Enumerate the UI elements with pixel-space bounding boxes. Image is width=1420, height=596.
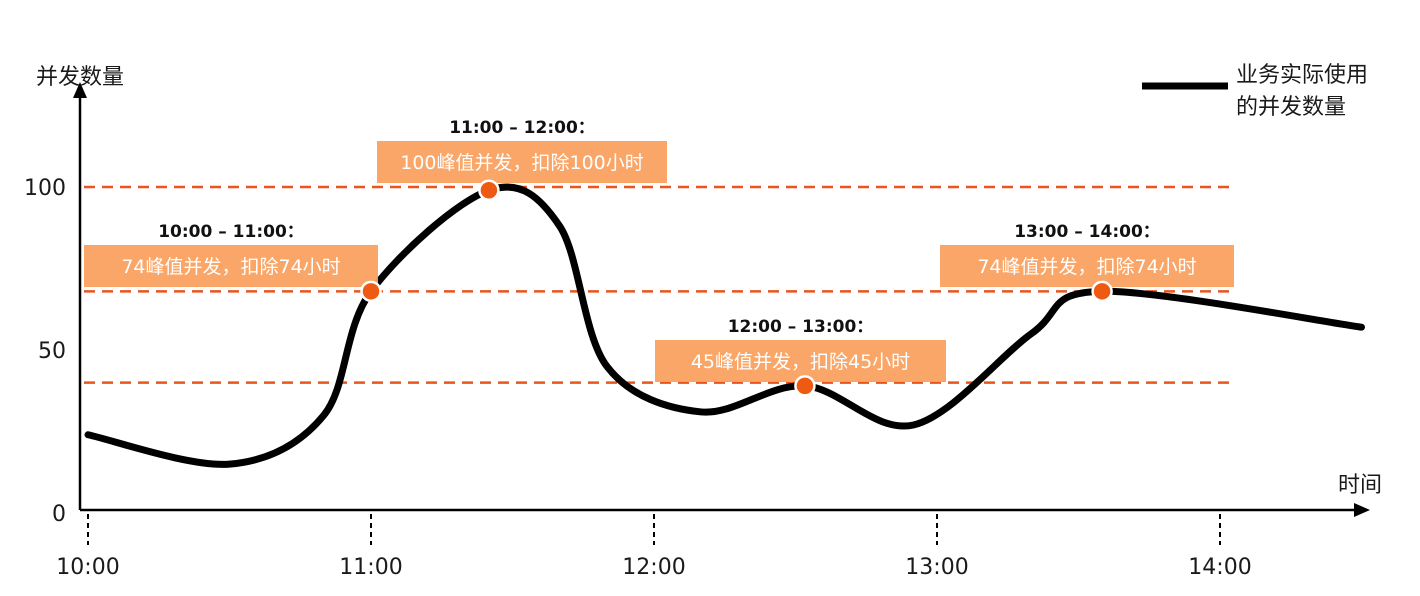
legend: 业务实际使用 的并发数量 (1142, 63, 1368, 120)
y-tick-label: 50 (38, 339, 66, 364)
series-line-0 (84, 183, 1365, 468)
x-tick-label: 14:00 (1188, 555, 1251, 580)
x-axis-title: 时间 (1338, 473, 1382, 498)
annotation-title: 11:00 – 12:00： (449, 118, 595, 138)
annotation-title: 12:00 – 13:00： (728, 317, 874, 337)
annotations-group: 10:00 – 11:00： 74峰值并发，扣除74小时 11:00 – 12:00… (84, 118, 1234, 397)
peak-marker (478, 179, 500, 202)
reference-lines (84, 185, 1234, 384)
annotation-text: 74峰值并发，扣除74小时 (121, 256, 340, 278)
x-tick-label: 11:00 (339, 555, 402, 580)
annotation-title: 13:00 – 14:00： (1014, 222, 1160, 242)
x-tick-labels: 10:00 11:00 12:00 13:00 14:00 (56, 514, 1252, 580)
peak-marker (1091, 280, 1113, 303)
annotation-box (940, 245, 1234, 287)
y-tick-label: 0 (52, 502, 66, 527)
y-axis-arrow (73, 82, 87, 98)
x-tick-label: 12:00 (622, 555, 685, 580)
peak-marker (794, 375, 816, 397)
annotation-box (377, 141, 667, 183)
annotation-text: 74峰值并发，扣除74小时 (977, 256, 1196, 278)
y-tick-labels: 0 50 100 (24, 176, 66, 527)
y-axis-title: 并发数量 (36, 65, 124, 90)
x-axis-arrow (1354, 503, 1370, 517)
series-group (84, 183, 1365, 468)
peak-marker (360, 280, 382, 303)
annotation-text: 45峰值并发，扣除45小时 (691, 351, 910, 373)
annotation-box (84, 245, 378, 287)
annotation-box (655, 340, 946, 382)
y-tick-label: 100 (24, 176, 66, 201)
annotation-text: 100峰值并发，扣除100小时 (400, 152, 644, 174)
annotation-title: 10:00 – 11:00： (158, 222, 304, 242)
x-tick-label: 13:00 (905, 555, 968, 580)
legend-label-line-1: 业务实际使用 (1236, 63, 1368, 88)
x-tick-label: 10:00 (56, 555, 119, 580)
legend-label-line-2: 的并发数量 (1236, 95, 1346, 120)
